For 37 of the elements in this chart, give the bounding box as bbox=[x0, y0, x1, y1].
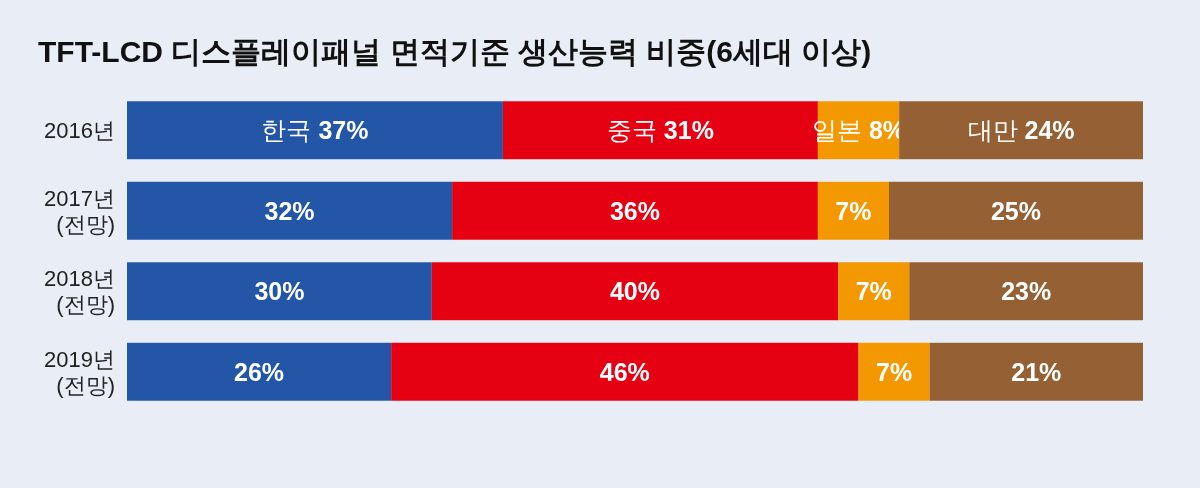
bar bbox=[858, 342, 930, 401]
data-label: 30% bbox=[254, 277, 305, 306]
y-tick-label: 2019년 (전망) bbox=[44, 346, 115, 398]
y-tick-label: 2017년 (전망) bbox=[44, 185, 115, 237]
y-tick-label: 2016년 bbox=[44, 118, 115, 144]
bar bbox=[838, 262, 910, 321]
y-tick-label: 2018년 (전망) bbox=[44, 266, 115, 318]
data-label: 36% bbox=[609, 196, 661, 225]
series-label: 한국 bbox=[261, 116, 319, 145]
data-label: 31% bbox=[663, 116, 714, 145]
bar bbox=[127, 342, 392, 401]
data-label: 32% bbox=[264, 196, 315, 225]
chart-title: TFT-LCD 디스플레이패널 면적기준 생산능력 비중(6세대 이상) bbox=[38, 35, 872, 68]
data-label: 7% bbox=[835, 196, 872, 225]
series-label: 중국 bbox=[606, 116, 664, 145]
bar bbox=[127, 101, 503, 160]
bar bbox=[127, 262, 432, 321]
data-label: 23% bbox=[1001, 277, 1052, 306]
data-label: 21% bbox=[1011, 357, 1062, 386]
bar bbox=[452, 181, 818, 240]
data-label: 7% bbox=[876, 357, 913, 386]
bar bbox=[127, 181, 453, 240]
data-label: 26% bbox=[234, 357, 285, 386]
data-label: 7% bbox=[855, 277, 892, 306]
data-label: 25% bbox=[990, 196, 1042, 225]
series-label: 대만 bbox=[967, 116, 1025, 145]
data-label: 40% bbox=[609, 277, 661, 306]
bar bbox=[899, 101, 1143, 160]
bar bbox=[929, 342, 1143, 401]
bar bbox=[817, 181, 889, 240]
bar bbox=[889, 181, 1143, 240]
bar bbox=[431, 262, 839, 321]
data-label: 24% bbox=[1024, 116, 1075, 145]
data-label: 46% bbox=[599, 357, 650, 386]
bar bbox=[391, 342, 859, 401]
data-label: 37% bbox=[318, 116, 369, 145]
bar bbox=[909, 262, 1143, 321]
